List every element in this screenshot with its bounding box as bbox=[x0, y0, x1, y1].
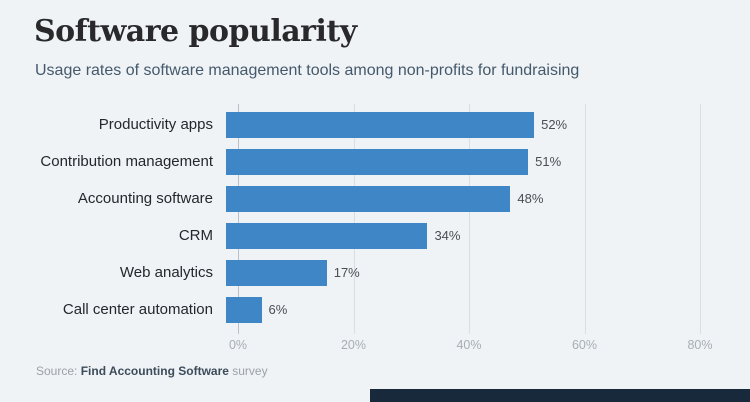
chart-row: Productivity apps 52% bbox=[0, 106, 700, 143]
footer-accent-bar bbox=[370, 389, 750, 402]
bar-value-label: 48% bbox=[517, 191, 544, 206]
chart-gridlines bbox=[238, 104, 701, 334]
category-label: CRM bbox=[178, 227, 213, 244]
bar-track: 34% bbox=[226, 222, 700, 249]
source-suffix: survey bbox=[228, 364, 268, 378]
bar bbox=[226, 222, 428, 249]
bar-track: 6% bbox=[226, 296, 700, 323]
gridline bbox=[584, 104, 586, 334]
source-name: Find Accounting Software bbox=[80, 364, 229, 378]
chart-subtitle: Usage rates of software management tools… bbox=[35, 62, 580, 79]
bar bbox=[226, 148, 529, 175]
bar-track: 48% bbox=[226, 185, 700, 212]
chart-row: Contribution management 51% bbox=[0, 143, 700, 180]
bar-value-label: 52% bbox=[541, 117, 568, 132]
bar-value-label: 17% bbox=[333, 265, 360, 280]
category-label: Accounting software bbox=[77, 190, 213, 207]
bar-track: 51% bbox=[226, 148, 700, 175]
bar bbox=[226, 259, 327, 286]
page-title: Software popularity bbox=[34, 14, 357, 49]
source-line: Source: Find Accounting Software survey bbox=[36, 364, 268, 378]
x-axis-ticks: 0% 20% 40% 60% 80% bbox=[229, 338, 713, 354]
bar-value-label: 6% bbox=[268, 302, 288, 317]
source-prefix: Source: bbox=[36, 364, 81, 378]
x-tick-label: 20% bbox=[340, 338, 367, 352]
bar-chart: Productivity apps 52% Contribution managem… bbox=[0, 106, 700, 328]
x-tick-label: 40% bbox=[456, 338, 482, 352]
category-label: Web analytics bbox=[119, 264, 213, 281]
bar bbox=[226, 185, 511, 212]
chart-row: Accounting software 48% bbox=[0, 180, 700, 217]
chart-row: Web analytics 17% bbox=[0, 254, 700, 291]
gridline bbox=[469, 104, 470, 334]
chart-row: CRM 34% bbox=[0, 217, 700, 254]
x-tick-label: 80% bbox=[687, 338, 713, 352]
category-label: Productivity apps bbox=[98, 116, 213, 133]
category-label: Call center automation bbox=[62, 301, 213, 318]
gridline bbox=[700, 104, 701, 334]
x-tick-label: 60% bbox=[571, 338, 598, 352]
bar-value-label: 34% bbox=[434, 228, 461, 243]
axis-baseline bbox=[238, 104, 239, 334]
gridline bbox=[353, 104, 355, 334]
x-tick-label: 0% bbox=[228, 338, 248, 352]
bar-value-label: 51% bbox=[535, 154, 562, 169]
bar-track: 52% bbox=[226, 111, 700, 138]
chart-row: Call center automation 6% bbox=[0, 291, 700, 328]
bar bbox=[226, 296, 262, 323]
bar bbox=[226, 111, 535, 138]
bar-track: 17% bbox=[226, 259, 700, 286]
category-label: Contribution management bbox=[40, 153, 213, 170]
